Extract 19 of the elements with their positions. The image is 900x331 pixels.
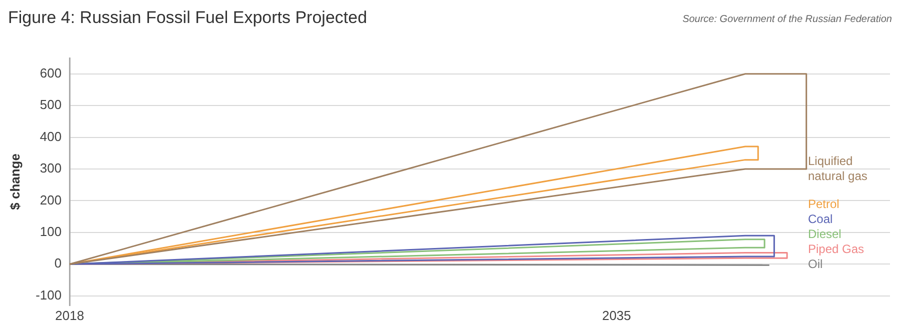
chart-title: Figure 4: Russian Fossil Fuel Exports Projected bbox=[8, 8, 368, 28]
text: Oil bbox=[808, 256, 823, 271]
text: Petrol bbox=[808, 196, 840, 211]
x-tick-label: 2035 bbox=[602, 308, 631, 323]
y-tick-label: 200 bbox=[40, 192, 62, 208]
series-label: Liquified natural gas bbox=[808, 154, 868, 183]
y-tick-label: -100 bbox=[36, 287, 62, 302]
text: Diesel bbox=[808, 226, 842, 241]
y-tick-label: 500 bbox=[40, 97, 62, 112]
y-tick-label: 400 bbox=[40, 128, 62, 144]
source-note: Source: Government of the Russian Federation bbox=[682, 14, 892, 25]
y-axis-title: $ change bbox=[7, 154, 22, 210]
text: Coal bbox=[808, 212, 833, 226]
y-tick-label: 0 bbox=[54, 256, 62, 271]
series-label: Piped Gas bbox=[808, 242, 864, 256]
y-tick-label: 100 bbox=[40, 224, 62, 240]
y-tick-label: 600 bbox=[40, 65, 62, 80]
x-tick-label: 2018 bbox=[55, 308, 84, 323]
y-tick-label: 300 bbox=[40, 160, 62, 176]
